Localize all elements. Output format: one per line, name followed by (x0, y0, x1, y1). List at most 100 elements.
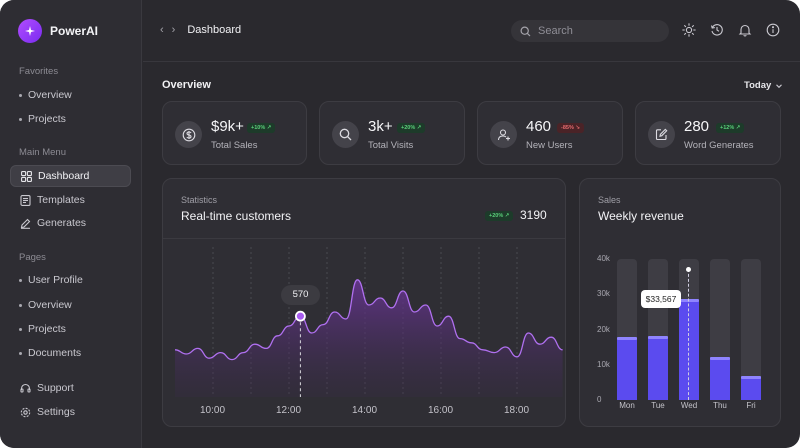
bar-fri[interactable] (741, 377, 761, 400)
card-label: Total Sales (211, 140, 258, 151)
sidebar-item-label: Generates (37, 217, 87, 229)
bar-thu[interactable] (710, 358, 730, 400)
sidebar-item-label: Support (37, 382, 74, 394)
bullet-icon (19, 117, 22, 121)
search-input[interactable] (538, 25, 658, 37)
bar-wed[interactable] (679, 300, 699, 400)
sidebar-item-pages-projects[interactable]: Projects (10, 318, 131, 340)
area-fill (175, 279, 563, 397)
search-icon (332, 121, 359, 148)
x-tick-label: 10:00 (200, 405, 226, 416)
statistics-panel: Statistics Real-time customers +20% ↗ 31… (162, 178, 566, 427)
x-tick-label: Fri (746, 401, 756, 410)
sidebar-item-support[interactable]: Support (10, 377, 131, 399)
x-tick-label: 16:00 (428, 405, 454, 416)
history-icon[interactable] (709, 22, 725, 38)
sidebar-item-generates[interactable]: Generates (10, 212, 131, 234)
sun-icon[interactable] (681, 22, 697, 38)
gear-icon (19, 406, 31, 418)
y-tick-label: 30k (597, 289, 610, 299)
sidebar-item-label: Overview (28, 299, 72, 311)
search-box[interactable] (511, 20, 669, 42)
chevron-left-icon[interactable]: ‹ (160, 24, 164, 36)
bar-cap (648, 336, 668, 339)
chevron-right-icon[interactable]: › (171, 24, 176, 36)
document-icon (19, 194, 31, 206)
bar-cap (741, 376, 761, 379)
sidebar-item-documents[interactable]: Documents (10, 342, 131, 364)
trend-badge: +20% ↗ (485, 211, 514, 221)
sidebar-item-label: Documents (28, 347, 82, 359)
x-tick-label: 12:00 (276, 405, 302, 416)
sidebar-item-user-profile[interactable]: User Profile (10, 269, 131, 291)
bell-icon[interactable] (737, 22, 753, 38)
y-tick-label: 40k (597, 254, 610, 263)
search-icon (520, 25, 531, 36)
bullet-icon (19, 93, 22, 97)
stat-card-word-generates[interactable]: 280 +12% ↗ Word Generates (635, 101, 781, 165)
bullet-icon (19, 303, 22, 307)
chart-tooltip: 570 (281, 285, 320, 305)
card-value: 460 (526, 118, 552, 135)
info-icon[interactable] (765, 22, 781, 38)
pen-icon (19, 217, 31, 229)
sidebar-item-settings[interactable]: Settings (10, 401, 131, 423)
brand-name: PowerAI (50, 24, 99, 38)
bar-tooltip: $33,567 (641, 290, 681, 308)
bar-track[interactable] (741, 259, 761, 400)
sidebar-item-label: Settings (37, 406, 75, 418)
x-tick-label: Tue (651, 401, 665, 410)
bullet-icon (19, 351, 22, 355)
sidebar-item-favorites-projects[interactable]: Projects (10, 108, 131, 130)
page-title: Dashboard (187, 24, 242, 36)
x-tick-label: Wed (680, 401, 698, 410)
pages-title: Pages (19, 252, 46, 263)
bar-track[interactable] (617, 259, 637, 400)
sidebar-item-pages-overview[interactable]: Overview (10, 294, 131, 316)
divider (163, 238, 565, 239)
bar-track[interactable] (710, 259, 730, 400)
sidebar-item-label: User Profile (28, 274, 83, 286)
brand[interactable]: PowerAI (18, 19, 98, 43)
period-label: Today (744, 80, 772, 91)
bar-tue[interactable] (648, 337, 668, 400)
sales-panel: Sales Weekly revenue 40k 30k 20k 10k 0 Mon Tue… (579, 178, 781, 427)
main-menu-title: Main Menu (19, 147, 66, 158)
highlight-point[interactable] (294, 310, 306, 322)
card-label: Word Generates (684, 140, 754, 151)
y-tick-label: 0 (597, 395, 602, 404)
panel-subtitle: Statistics (181, 195, 218, 205)
y-tick-label: 20k (597, 324, 610, 334)
stat-card-total-sales[interactable]: $9k+ +10% ↗ Total Sales (162, 101, 307, 165)
sidebar-item-favorites-overview[interactable]: Overview (10, 84, 131, 106)
header: ‹ › Dashboard (143, 0, 800, 62)
card-value: $9k+ (211, 118, 244, 135)
trend-badge: +12% ↗ (716, 123, 745, 133)
stat-card-total-visits[interactable]: 3k+ +20% ↗ Total Visits (319, 101, 465, 165)
sparkle-icon (18, 19, 42, 43)
bar-cap (617, 337, 637, 340)
sidebar-item-label: Dashboard (38, 170, 90, 182)
bar-mon[interactable] (617, 338, 637, 400)
customers-total: 3190 (520, 208, 547, 222)
bar-track[interactable] (679, 259, 699, 400)
period-select[interactable]: Today (744, 80, 783, 91)
card-label: New Users (526, 140, 573, 151)
card-value: 3k+ (368, 118, 393, 135)
bar-cap (679, 299, 699, 302)
headset-icon (19, 382, 31, 394)
panel-title: Real-time customers (181, 209, 292, 223)
sidebar-item-label: Projects (28, 113, 66, 125)
panel-subtitle: Sales (598, 195, 621, 205)
highlight-point (686, 267, 691, 272)
highlight-line (688, 269, 689, 400)
area-line (174, 279, 563, 361)
realtime-customers-chart[interactable] (163, 239, 566, 397)
sidebar-item-templates[interactable]: Templates (10, 189, 131, 211)
sidebar-item-label: Overview (28, 89, 72, 101)
x-tick-label: 18:00 (504, 405, 530, 416)
bar-track[interactable] (648, 259, 668, 400)
stat-card-new-users[interactable]: 460 -85% ↘ New Users (477, 101, 623, 165)
bullet-icon (19, 327, 22, 331)
sidebar-item-dashboard[interactable]: Dashboard (10, 165, 131, 187)
